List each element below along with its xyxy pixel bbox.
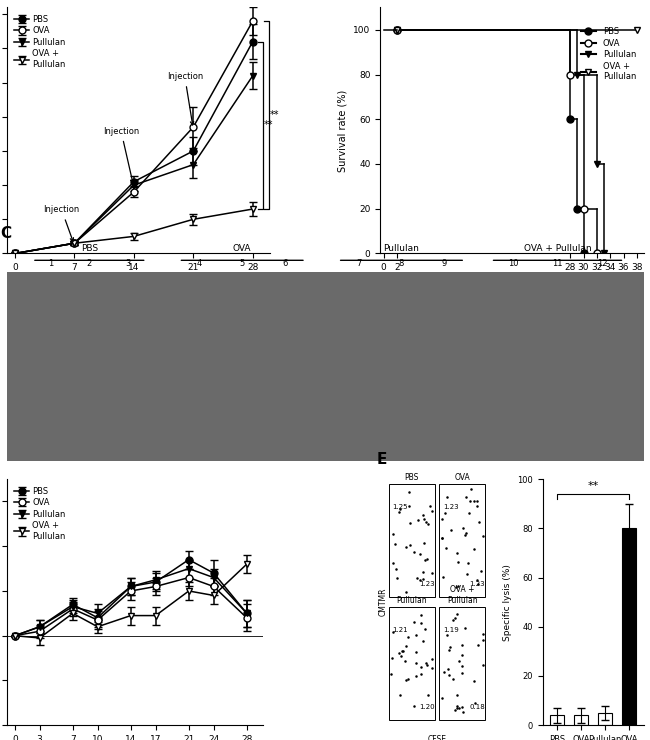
X-axis label: Days after tumor implantation: Days after tumor implantation <box>437 278 586 288</box>
Text: 5: 5 <box>240 259 245 268</box>
Text: 1.23: 1.23 <box>469 582 485 588</box>
Y-axis label: Survival rate (%): Survival rate (%) <box>338 90 348 172</box>
Legend: PBS, OVA, Pullulan, OVA +
Pullulan: PBS, OVA, Pullulan, OVA + Pullulan <box>10 12 69 72</box>
Text: CMTMR: CMTMR <box>378 588 387 616</box>
X-axis label: Days after tumor implantation: Days after tumor implantation <box>64 278 213 288</box>
Text: 9: 9 <box>441 259 447 268</box>
Text: Injection: Injection <box>166 73 203 125</box>
Text: 1: 1 <box>49 259 54 268</box>
Bar <box>389 484 435 597</box>
Text: Pullulan: Pullulan <box>384 243 419 253</box>
Text: 1.23: 1.23 <box>443 504 459 510</box>
Text: 4: 4 <box>197 259 202 268</box>
Text: PBS: PBS <box>405 473 419 482</box>
Text: 0.18: 0.18 <box>469 704 485 710</box>
Text: 1.20: 1.20 <box>419 704 434 710</box>
Text: Pullulan: Pullulan <box>396 596 427 605</box>
Text: 8: 8 <box>398 259 404 268</box>
Text: **: ** <box>270 110 280 120</box>
Y-axis label: Specific lysis (%): Specific lysis (%) <box>502 564 512 641</box>
Text: 10: 10 <box>508 259 518 268</box>
Text: Injection: Injection <box>103 127 139 183</box>
Legend: PBS, OVA, Pullulan, OVA +
Pullulan: PBS, OVA, Pullulan, OVA + Pullulan <box>578 24 640 84</box>
Bar <box>550 716 564 725</box>
Text: 11: 11 <box>552 259 563 268</box>
Text: 12: 12 <box>597 259 607 268</box>
Text: 3: 3 <box>125 259 130 268</box>
Bar <box>574 716 588 725</box>
Text: **: ** <box>588 482 599 491</box>
Text: 1.25: 1.25 <box>393 504 408 510</box>
Text: OVA +
Pullulan: OVA + Pullulan <box>447 585 478 605</box>
Text: 7: 7 <box>356 259 361 268</box>
Text: OVA + Pullulan: OVA + Pullulan <box>524 243 592 253</box>
Text: Injection: Injection <box>44 206 80 241</box>
Bar <box>439 484 486 597</box>
Bar <box>389 607 435 720</box>
Text: C: C <box>0 226 11 240</box>
Text: 1.19: 1.19 <box>443 627 459 633</box>
Bar <box>598 713 612 725</box>
Legend: PBS, OVA, Pullulan, OVA +
Pullulan: PBS, OVA, Pullulan, OVA + Pullulan <box>10 483 69 544</box>
Text: **: ** <box>264 121 273 130</box>
Text: OVA: OVA <box>454 473 470 482</box>
Text: OVA: OVA <box>233 243 252 253</box>
Bar <box>439 607 486 720</box>
Bar <box>622 528 636 725</box>
Text: 6: 6 <box>282 259 287 268</box>
Text: E: E <box>376 452 387 468</box>
Text: 1.21: 1.21 <box>393 627 408 633</box>
Text: CFSE: CFSE <box>428 736 447 740</box>
Text: 1.23: 1.23 <box>419 582 434 588</box>
Text: 2: 2 <box>86 259 92 268</box>
Text: PBS: PBS <box>81 243 98 253</box>
